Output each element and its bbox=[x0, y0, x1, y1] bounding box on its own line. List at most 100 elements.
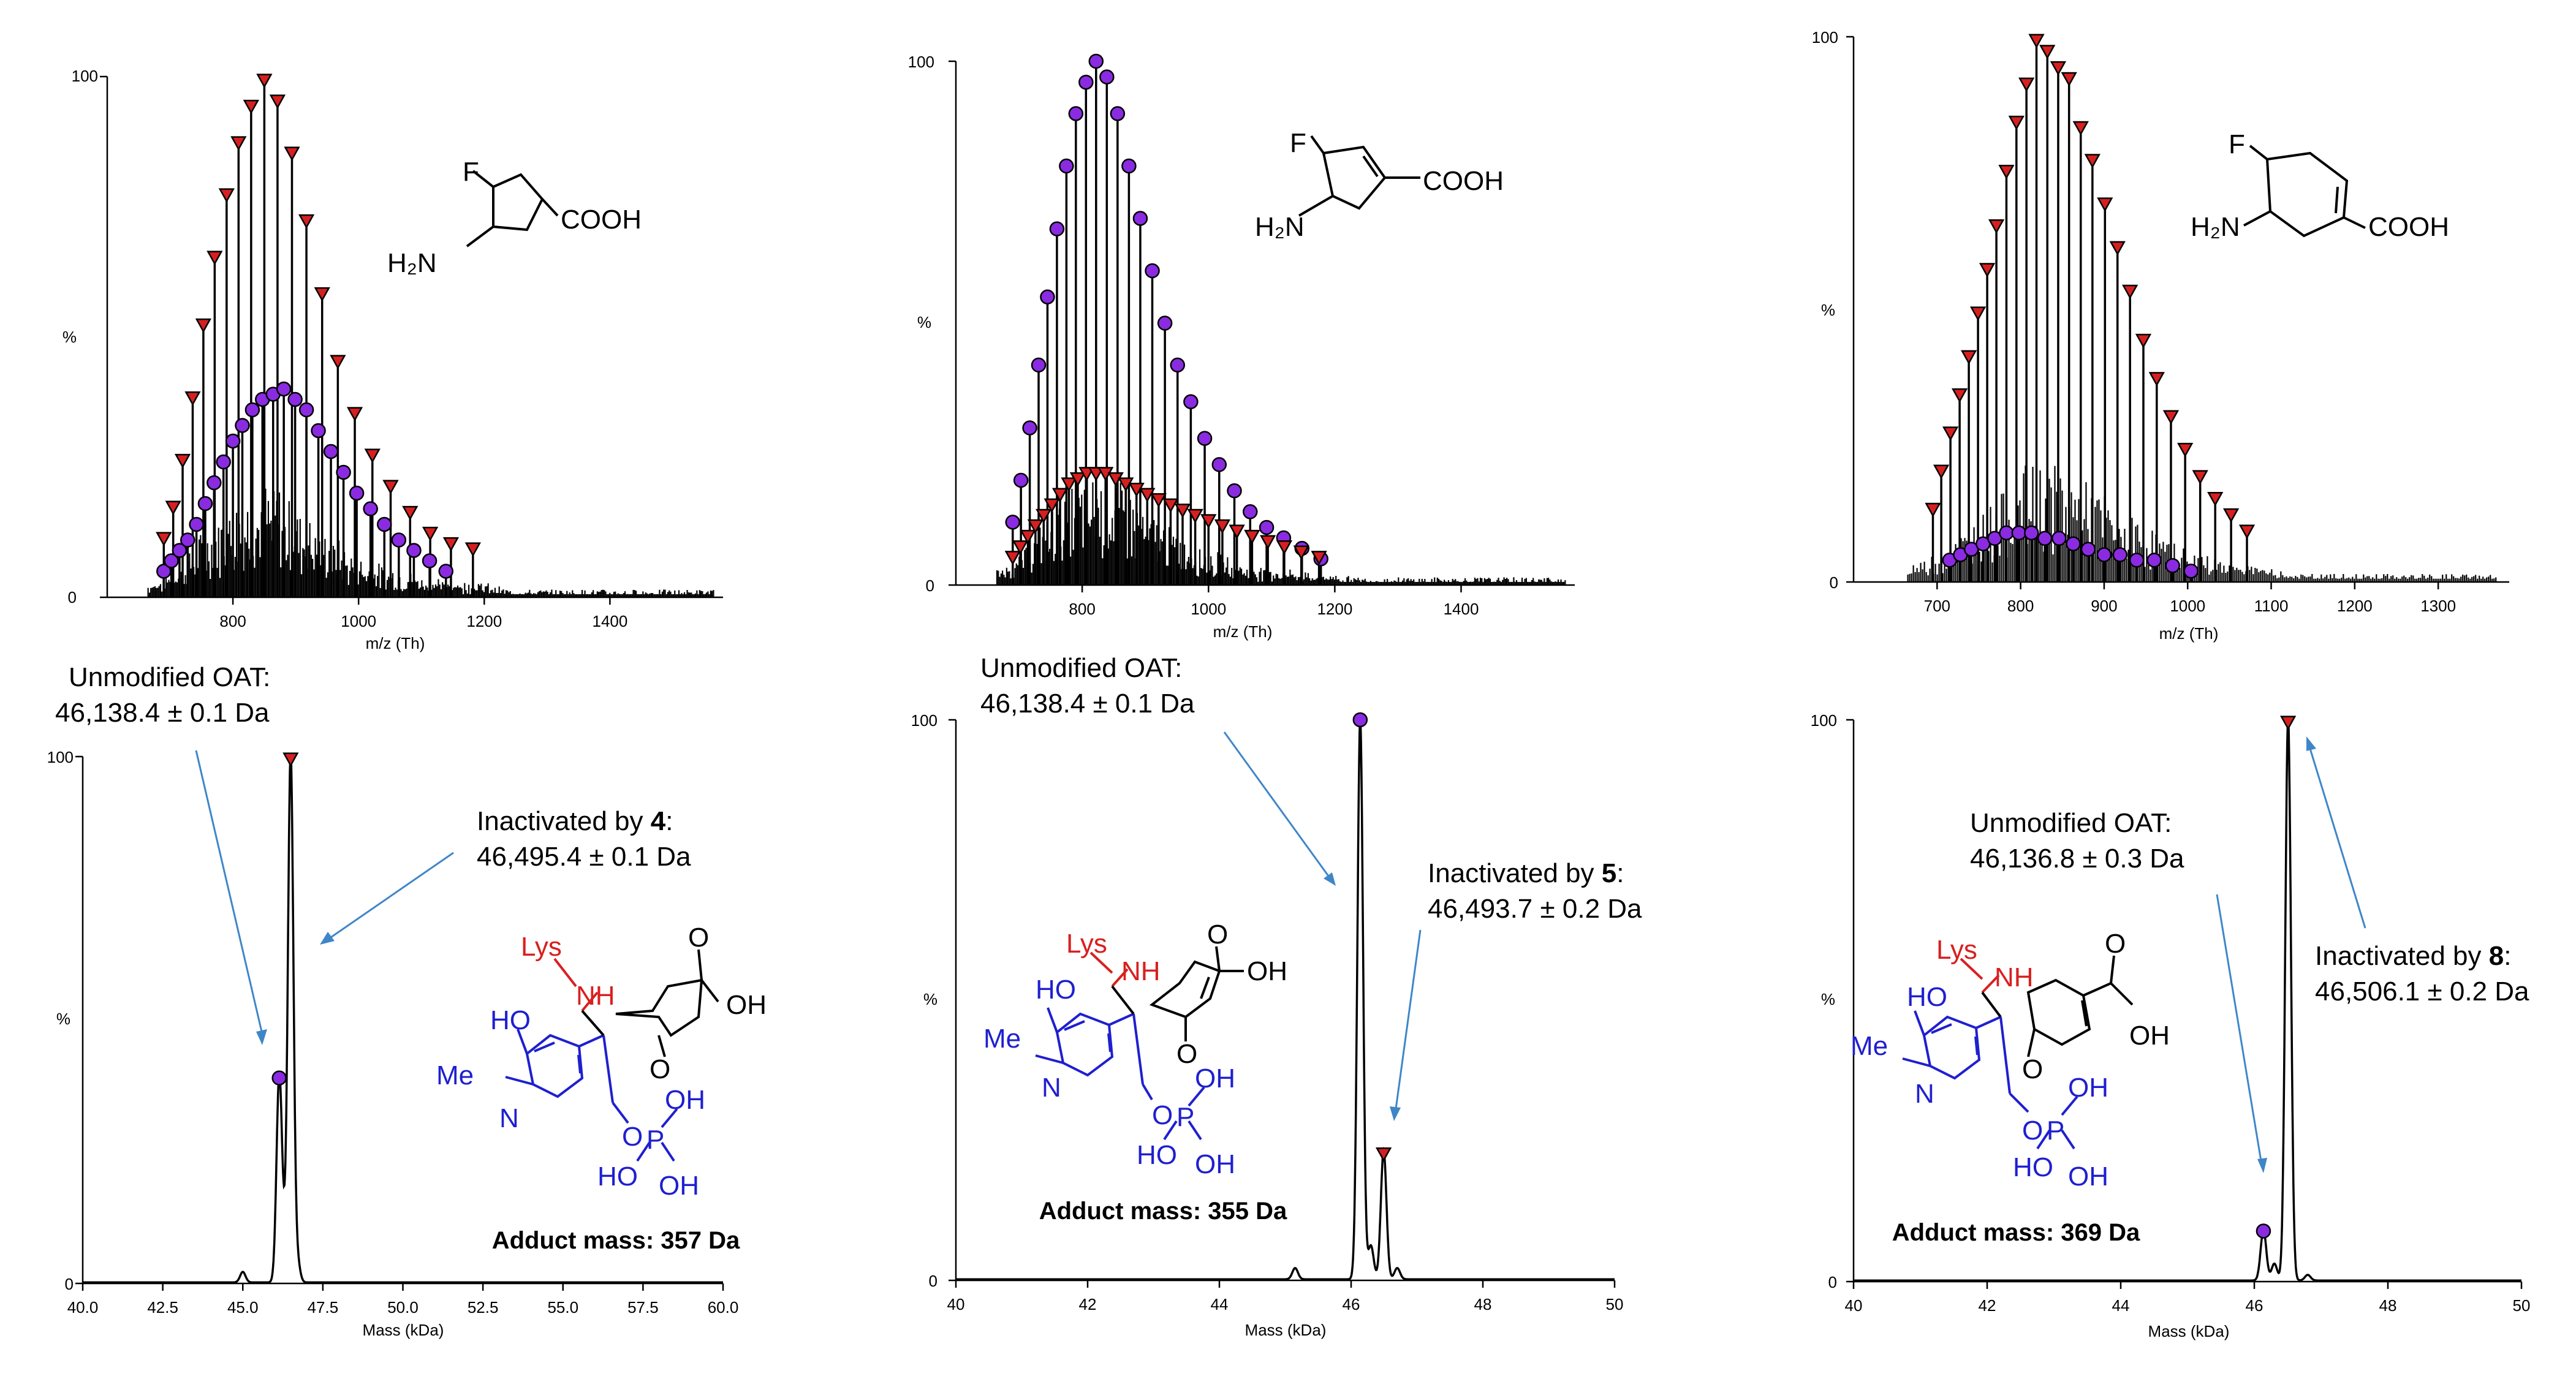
circle-marker bbox=[2112, 547, 2128, 562]
chemical-structure-8-free: F H₂N COOH bbox=[2191, 129, 2449, 242]
circle-marker bbox=[1132, 211, 1148, 226]
x-tick-label: 46 bbox=[1343, 1295, 1360, 1313]
atom-HO: HO bbox=[1036, 975, 1076, 1005]
x-tick-label: 57.5 bbox=[627, 1298, 659, 1317]
atom-OH-acid: OH bbox=[726, 990, 767, 1020]
triangle-marker bbox=[284, 146, 300, 162]
adduct-structure-4: Lys NH HO Me N O OH P HO OH O O O OH bbox=[436, 923, 767, 1201]
triangle-marker bbox=[230, 136, 247, 151]
circle-marker bbox=[1145, 263, 1160, 279]
circle-marker bbox=[172, 543, 188, 558]
atom-OH-phos-a: OH bbox=[2068, 1073, 2108, 1103]
triangle-marker bbox=[2238, 524, 2256, 540]
atom-N: N bbox=[1915, 1079, 1934, 1109]
circle-marker bbox=[438, 564, 453, 579]
spectrum-trace bbox=[1854, 719, 2521, 1282]
triangle-marker bbox=[2192, 470, 2208, 485]
triangle-marker bbox=[1012, 540, 1029, 555]
atom-HO-phos: HO bbox=[597, 1162, 638, 1192]
triangle-marker bbox=[1925, 502, 1941, 518]
atom-Lys: Lys bbox=[521, 932, 562, 962]
atom-H2N: H₂N bbox=[2191, 212, 2240, 242]
triangle-marker bbox=[364, 448, 381, 464]
atom-O-ester: O bbox=[622, 1122, 643, 1152]
x-tick-label: 1200 bbox=[2337, 597, 2373, 615]
y-tick-top: 100 bbox=[1812, 28, 1838, 47]
atom-OH-phos-b: OH bbox=[659, 1171, 699, 1201]
circle-marker bbox=[189, 516, 204, 532]
circle-marker bbox=[197, 496, 213, 512]
atom-O-keto: O bbox=[650, 1054, 670, 1084]
arrow-inactivated bbox=[1395, 929, 1422, 1109]
triangle-marker bbox=[402, 505, 419, 521]
circle-marker bbox=[235, 418, 250, 433]
x-tick-label: 1000 bbox=[1191, 600, 1226, 618]
x-tick-label: 52.5 bbox=[468, 1298, 499, 1317]
triangle-marker bbox=[2177, 442, 2194, 458]
x-tick-label: 55.0 bbox=[547, 1298, 578, 1317]
x-tick-label: 48 bbox=[1474, 1295, 1492, 1313]
circle-marker bbox=[406, 543, 422, 558]
triangle-marker bbox=[2050, 61, 2067, 76]
atom-COOH: COOH bbox=[561, 205, 642, 235]
circle-marker bbox=[391, 532, 407, 548]
circle-marker bbox=[1110, 106, 1126, 121]
y-tick-top: 100 bbox=[72, 67, 98, 85]
atom-OH-phos-b: OH bbox=[1195, 1149, 1235, 1179]
triangle-marker bbox=[282, 752, 299, 768]
x-tick-label: 44 bbox=[2112, 1296, 2130, 1315]
triangle-marker bbox=[2039, 45, 2056, 59]
atom-F: F bbox=[463, 157, 479, 187]
circle-marker bbox=[1259, 519, 1275, 535]
circle-marker bbox=[1022, 420, 1037, 436]
adduct-structure-8: Lys NH HO Me N O OH P HO OH O O OH bbox=[1851, 929, 2170, 1192]
panel-mz-1: 800 1000 1200 1400 100 % 0 m/z (Th) F H₂N C… bbox=[63, 67, 723, 652]
x-tick-label: 48 bbox=[2379, 1296, 2397, 1315]
x-tick-label: 46 bbox=[2246, 1296, 2263, 1315]
y-tick-zero: 0 bbox=[926, 576, 934, 595]
y-tick-zero: 0 bbox=[929, 1272, 938, 1290]
atom-Lys: Lys bbox=[1936, 935, 1977, 965]
circle-marker bbox=[1005, 515, 1021, 530]
atom-O-keto: O bbox=[2022, 1054, 2043, 1084]
x-axis-label: Mass (kDa) bbox=[1245, 1321, 1327, 1339]
annotation-inactivated-label: Inactivated by 8: bbox=[2315, 941, 2511, 971]
triangle-marker bbox=[1162, 498, 1179, 513]
circle-marker bbox=[2051, 531, 2067, 546]
triangle-marker bbox=[1311, 551, 1327, 565]
triangle-marker bbox=[2148, 372, 2165, 387]
circle-marker bbox=[2129, 553, 2145, 568]
atom-OH-phos-b: OH bbox=[2068, 1162, 2108, 1192]
circle-marker bbox=[1243, 504, 1258, 519]
circle-marker bbox=[1013, 472, 1029, 488]
circle-marker bbox=[349, 485, 365, 501]
triangle-marker bbox=[1933, 464, 1950, 480]
triangle-marker bbox=[382, 480, 399, 495]
annotation-unmodified-label: Unmodified OAT: bbox=[980, 653, 1182, 683]
x-axis-label: Mass (kDa) bbox=[2148, 1322, 2230, 1340]
circle-marker bbox=[1088, 53, 1104, 69]
annotation-unmodified-label: Unmodified OAT: bbox=[1970, 808, 2172, 838]
triangle-marker bbox=[1088, 467, 1104, 482]
chemical-structure-5-free: F H₂N COOH bbox=[1255, 128, 1504, 242]
triangle-marker bbox=[1078, 467, 1095, 482]
annotation-inactivated-mass: 46,493.7 ± 0.2 Da bbox=[1428, 894, 1642, 924]
adduct-mass-label: Adduct mass: 369 Da bbox=[1892, 1219, 2140, 1246]
atom-N: N bbox=[1042, 1073, 1061, 1103]
circle-marker bbox=[298, 402, 314, 418]
circle-marker bbox=[1183, 394, 1199, 409]
triangle-marker bbox=[1200, 514, 1217, 529]
circle-marker bbox=[2183, 563, 2199, 579]
atom-P: P bbox=[1176, 1102, 1194, 1132]
triangle-marker bbox=[218, 188, 235, 203]
triangle-marker bbox=[2207, 492, 2224, 507]
atom-NH: NH bbox=[576, 981, 615, 1011]
circle-marker bbox=[2146, 553, 2162, 568]
circle-marker bbox=[1049, 221, 1065, 236]
atom-OH-acid: OH bbox=[2129, 1021, 2170, 1051]
circle-marker bbox=[2024, 525, 2039, 541]
atom-O-acid: O bbox=[1207, 920, 1228, 950]
x-tick-label: 50 bbox=[1606, 1295, 1624, 1313]
circle-marker bbox=[216, 454, 231, 470]
